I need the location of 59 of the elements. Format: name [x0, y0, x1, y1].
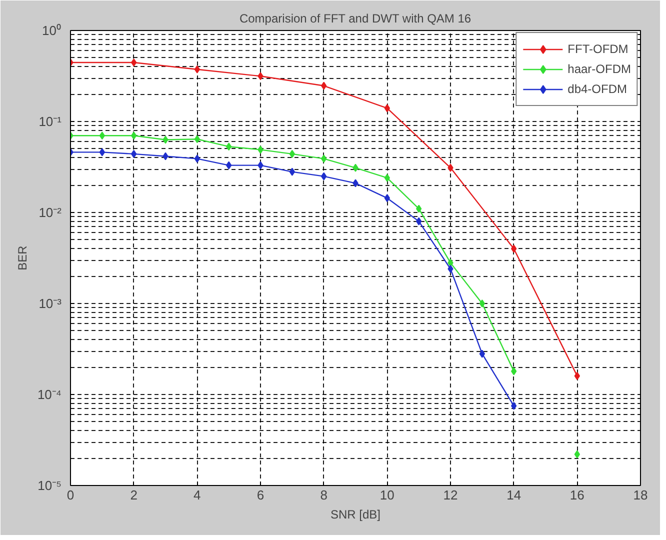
point — [448, 258, 454, 267]
point — [162, 152, 168, 160]
y-axis-title: BER — [15, 245, 30, 270]
point — [194, 65, 200, 74]
legend-label: db4-OFDM — [568, 82, 627, 96]
point — [131, 132, 137, 140]
point — [289, 150, 295, 158]
x-tick-label: 16 — [570, 488, 584, 502]
point — [511, 244, 517, 253]
point — [321, 172, 327, 180]
point — [131, 58, 137, 66]
point — [384, 174, 390, 182]
point — [194, 135, 200, 144]
point — [258, 72, 264, 80]
point — [574, 372, 580, 380]
point — [384, 194, 390, 202]
point — [258, 146, 264, 154]
point — [258, 161, 264, 170]
x-tick-label: 8 — [320, 488, 328, 502]
x-axis-title: SNR [dB] — [330, 508, 381, 522]
y-tick-label: 10⁻¹ — [38, 114, 62, 129]
point — [574, 450, 580, 458]
x-tick-label: 14 — [506, 488, 522, 502]
point — [226, 161, 232, 170]
y-tick-label: 10⁻⁵ — [38, 478, 62, 493]
x-tick-label: 2 — [130, 488, 138, 502]
point — [448, 264, 454, 273]
legend-label: FFT-OFDM — [568, 42, 628, 56]
point — [226, 142, 232, 151]
point — [162, 136, 168, 144]
point — [131, 150, 137, 158]
y-tick-label: 10⁰ — [42, 23, 62, 38]
x-tick-label: 4 — [194, 488, 201, 502]
x-tick-label: 0 — [66, 488, 74, 502]
point — [194, 154, 200, 163]
point — [511, 402, 517, 410]
point — [479, 350, 485, 358]
chart-title: Comparision of FFT and DWT with QAM 16 — [239, 12, 472, 26]
point — [321, 154, 327, 163]
point — [99, 132, 105, 140]
point — [289, 168, 295, 176]
point — [448, 164, 454, 172]
point — [384, 104, 390, 112]
point — [99, 148, 105, 156]
y-tick-label: 10⁻² — [38, 205, 62, 220]
point — [416, 204, 422, 213]
point — [321, 82, 327, 90]
point — [352, 164, 358, 172]
x-tick-label: 12 — [443, 488, 458, 502]
y-tick-label: 10⁻⁴ — [37, 387, 62, 402]
legend-label: haar-OFDM — [568, 62, 631, 76]
point — [511, 367, 517, 376]
point — [416, 217, 422, 226]
x-tick-label: 18 — [633, 488, 648, 502]
point — [479, 300, 485, 308]
x-tick-label: 10 — [380, 488, 394, 502]
y-tick-label: 10⁻³ — [38, 296, 62, 311]
point — [352, 179, 358, 188]
x-tick-label: 6 — [256, 488, 264, 502]
